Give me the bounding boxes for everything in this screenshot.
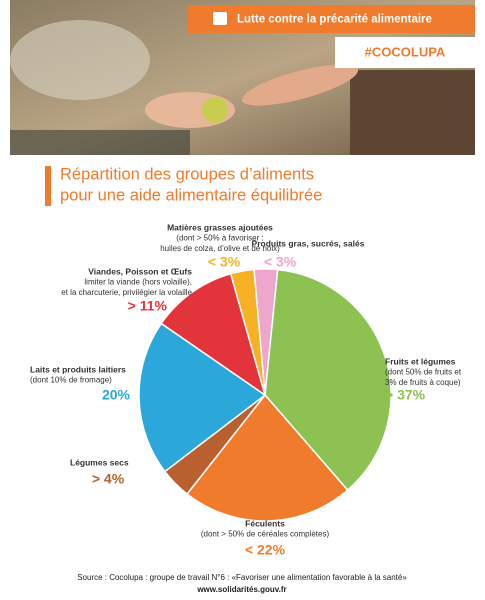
source: Source : Cocolupa : groupe de travail N°… (77, 573, 407, 582)
category-label: Féculents (245, 518, 285, 528)
source-url: www.solidarités.gouv.fr (196, 585, 286, 594)
chart-title: Répartition des groupes d’aliments (60, 165, 314, 183)
value-label: < 3% (208, 254, 241, 270)
category-label: Viandes, Poisson et Œufs (88, 266, 192, 276)
category-note: limiter la viande (hors volaille), (84, 278, 192, 287)
category-label: Matières grasses ajoutées (167, 222, 273, 232)
value-label: > 4% (92, 471, 125, 487)
pie-slice (264, 268, 392, 492)
pie-slice (186, 393, 349, 522)
category-note: (dont > 50% à favoriser : (176, 234, 263, 243)
value-label: > 37% (385, 387, 426, 403)
banner-bar (188, 5, 475, 33)
category-label: Fruits et légumes (385, 356, 456, 366)
value-label: > 11% (128, 298, 168, 314)
category-note: (dont 50% de fruits et (385, 368, 462, 377)
category-note: et la charcuterie, privilégier la volail… (61, 288, 192, 297)
category-note: huiles de colza, d’olive et de noix) (160, 244, 280, 253)
value-label: < 3% (264, 254, 297, 270)
hashtag-box (335, 37, 475, 68)
category-note: (dont > 50% de céréales complètes) (201, 530, 330, 539)
category-note: (dont 10% de fromage) (30, 376, 112, 385)
category-label: Produits gras, sucrés, salés (252, 238, 365, 248)
category-note: 3% de fruits à coque) (385, 378, 461, 387)
category-label: Légumes secs (70, 457, 129, 467)
value-label: 20% (102, 387, 131, 403)
title-accent (45, 166, 51, 206)
hashtag: #COCOLUPA (365, 44, 446, 59)
labels: Produits gras, sucrés, salés < 3% Fruits e… (30, 222, 462, 557)
pie (138, 268, 392, 522)
banner-icon (213, 12, 227, 25)
pie-slice (138, 322, 267, 473)
banner-text: Lutte contre la précarité alimentaire (237, 14, 432, 26)
value-label: < 22% (245, 542, 286, 558)
category-label: Laits et produits laitiers (30, 364, 126, 374)
chart-title: pour une aide alimentaire équilibrée (60, 186, 322, 204)
pie-slice (229, 268, 266, 396)
